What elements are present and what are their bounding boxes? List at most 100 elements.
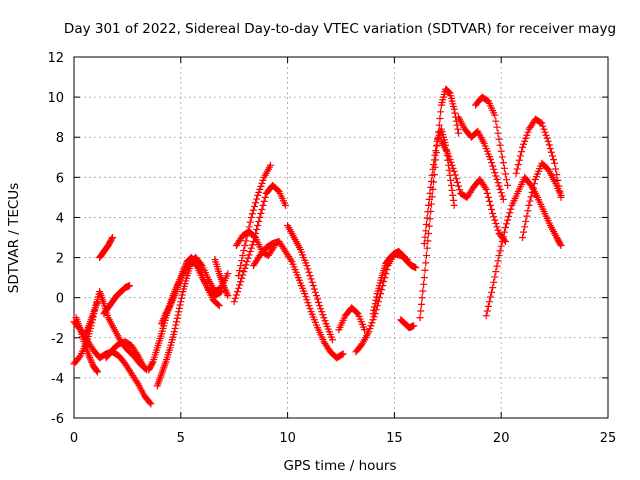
data-point — [447, 158, 455, 166]
data-point — [84, 325, 92, 333]
data-point — [540, 125, 548, 133]
data-point — [483, 189, 491, 197]
data-point — [239, 252, 247, 260]
data-point — [316, 302, 324, 310]
data-point — [450, 201, 458, 209]
data-point — [310, 285, 318, 293]
data-point — [178, 291, 186, 299]
data-point — [230, 298, 238, 306]
data-point — [521, 223, 529, 231]
data-point — [539, 122, 547, 130]
plot-frame — [73, 56, 609, 419]
data-point — [537, 119, 545, 127]
data-point — [244, 254, 252, 262]
series-sat-j — [158, 254, 225, 328]
series-sat-y — [472, 93, 512, 189]
data-point — [499, 159, 507, 167]
data-point — [437, 108, 445, 116]
data-point — [253, 225, 261, 233]
data-point — [166, 302, 174, 310]
data-point — [303, 296, 311, 304]
data-point — [422, 220, 430, 228]
data-point — [514, 161, 522, 169]
data-point — [542, 131, 550, 139]
data-point — [492, 117, 500, 125]
data-point — [85, 352, 93, 360]
data-point — [87, 357, 95, 365]
data-point — [339, 350, 347, 358]
data-point — [513, 165, 521, 173]
data-point — [239, 271, 247, 279]
data-point — [179, 268, 187, 276]
data-point — [306, 272, 314, 280]
data-point — [237, 278, 245, 286]
y-tick-label: 12 — [47, 51, 64, 66]
data-point — [93, 367, 101, 375]
data-point — [369, 316, 377, 324]
data-point — [519, 143, 527, 151]
data-point — [447, 176, 455, 184]
data-point — [255, 217, 263, 225]
series-sat-p — [284, 221, 336, 344]
y-tick-label: 8 — [56, 131, 64, 146]
data-point — [368, 319, 376, 327]
x-tick-label: 20 — [493, 431, 510, 446]
data-point — [553, 171, 561, 179]
data-point — [447, 181, 455, 189]
y-axis-ticks: -6 -4 -2 0 2 4 6 8 10 12 — [47, 51, 608, 427]
data-point — [410, 322, 418, 330]
data-point — [526, 197, 534, 205]
data-point — [305, 302, 313, 310]
data-point — [147, 400, 155, 408]
data-point — [548, 152, 556, 160]
data-point — [498, 192, 506, 200]
data-point — [451, 109, 459, 117]
data-point — [249, 238, 257, 246]
data-point — [236, 267, 244, 275]
data-point — [557, 191, 565, 199]
data-point — [412, 264, 420, 272]
data-point — [487, 155, 495, 163]
data-point — [304, 299, 312, 307]
data-point — [167, 300, 175, 308]
data-point — [258, 179, 266, 187]
data-point — [424, 237, 432, 245]
data-point — [489, 162, 497, 170]
series-sat-w — [437, 137, 509, 246]
data-point — [522, 217, 530, 225]
data-point — [232, 291, 240, 299]
data-point — [497, 242, 505, 250]
data-point — [217, 288, 225, 296]
data-point — [449, 191, 457, 199]
data-point — [169, 295, 177, 303]
series-sat-bb — [519, 159, 565, 241]
data-point — [353, 309, 361, 317]
data-point — [430, 156, 438, 164]
data-point — [238, 257, 246, 265]
data-point — [448, 161, 456, 169]
series-sat-g — [102, 338, 148, 372]
data-point — [259, 176, 267, 184]
chart-title: Day 301 of 2022, Sidereal Day-to-day VTE… — [64, 21, 616, 37]
data-point — [287, 256, 295, 264]
data-point — [319, 311, 327, 319]
data-point — [495, 252, 503, 260]
data-point — [160, 315, 168, 323]
series-sat-z — [482, 173, 565, 320]
data-point — [417, 300, 425, 308]
data-point — [281, 201, 289, 209]
data-point — [305, 268, 313, 276]
data-point — [446, 155, 454, 163]
series-sat-o — [249, 238, 347, 362]
data-point — [146, 399, 154, 407]
x-axis-label: GPS time / hours — [283, 458, 396, 474]
data-point — [425, 201, 433, 209]
data-point — [370, 303, 378, 311]
data-point — [246, 218, 254, 226]
data-point — [454, 125, 462, 133]
data-point — [500, 164, 508, 172]
data-point — [528, 188, 536, 196]
data-point — [83, 327, 91, 335]
data-point — [314, 295, 322, 303]
data-point — [428, 171, 436, 179]
